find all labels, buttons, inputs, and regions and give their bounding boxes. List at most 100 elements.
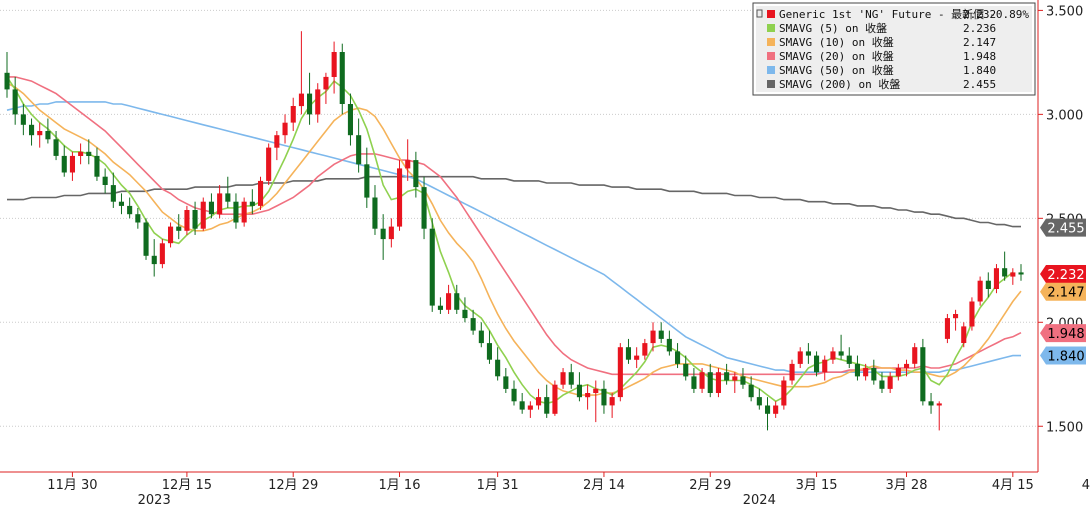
- candle-body: [773, 405, 779, 414]
- candle: [560, 368, 566, 389]
- candle: [781, 376, 787, 410]
- candle: [454, 284, 460, 314]
- candle-body: [405, 160, 411, 169]
- legend-swatch: [767, 66, 775, 74]
- legend-value: 2.455: [963, 78, 996, 91]
- price-badge-shape: [1040, 265, 1086, 284]
- candle-body: [822, 359, 828, 373]
- candle: [1018, 264, 1024, 281]
- legend-label: Generic 1st 'NG' Future - 最新價: [779, 7, 984, 21]
- x-tick-label: 12月 29: [268, 478, 318, 493]
- candle-body: [593, 388, 599, 393]
- x-tick-label: 3月 15: [796, 478, 838, 493]
- candle-body: [135, 214, 141, 223]
- candle: [388, 218, 394, 248]
- candle: [511, 380, 517, 406]
- candle-body: [854, 363, 860, 377]
- candle: [290, 97, 296, 131]
- candle-body: [527, 405, 533, 410]
- candle: [503, 368, 509, 393]
- candle: [135, 207, 141, 229]
- legend-label: SMAVG (20) on 收盤: [779, 49, 894, 63]
- candle: [364, 147, 370, 208]
- price-badge-value: 2.455: [1047, 222, 1084, 237]
- candle-body: [666, 338, 672, 352]
- candle-body: [413, 160, 419, 188]
- y-tick-label: 3.000: [1046, 108, 1083, 123]
- candle-body: [200, 201, 206, 229]
- candle-body: [94, 155, 100, 177]
- candle-body: [372, 197, 378, 229]
- candle-body: [585, 393, 591, 398]
- candle: [985, 272, 991, 298]
- candle-body: [985, 280, 991, 289]
- candle-body: [421, 187, 427, 229]
- candle: [953, 309, 959, 331]
- x-tick-label: 2月 29: [689, 478, 731, 493]
- candle-body: [86, 151, 92, 156]
- legend-label: SMAVG (50) on 收盤: [779, 63, 894, 77]
- candlestick-series: [4, 31, 1024, 431]
- candle: [168, 222, 174, 248]
- candle: [380, 214, 386, 260]
- price-badge-value: 1.948: [1047, 327, 1084, 342]
- candle-body: [397, 168, 403, 227]
- candle-body: [53, 139, 59, 156]
- candle-body: [437, 305, 443, 310]
- candle-body: [568, 372, 574, 385]
- candle-body: [258, 180, 264, 206]
- sma20-line: [7, 76, 1022, 376]
- candle: [601, 380, 607, 414]
- candle-body: [102, 176, 108, 185]
- candle: [208, 193, 214, 219]
- candle-body: [977, 280, 983, 302]
- candle: [37, 122, 43, 148]
- candle-body: [887, 376, 893, 389]
- sma10-line: [6, 82, 1022, 396]
- candle: [773, 401, 779, 418]
- candle: [683, 355, 689, 381]
- candle: [519, 392, 525, 414]
- candle: [437, 297, 443, 314]
- candle: [298, 31, 304, 115]
- candle: [944, 313, 950, 344]
- candle: [118, 193, 124, 215]
- candle: [1010, 268, 1016, 285]
- candle: [159, 239, 165, 269]
- candle: [871, 359, 877, 385]
- candle: [94, 147, 100, 181]
- candle: [748, 376, 754, 402]
- candle-body: [45, 131, 51, 140]
- candle-body: [331, 52, 337, 77]
- x-tick-label: 4月 30: [1082, 478, 1090, 493]
- candle: [879, 372, 885, 393]
- candle-body: [176, 226, 182, 231]
- candle: [658, 322, 664, 344]
- sma5-line: [6, 76, 1014, 405]
- candle-body: [691, 376, 697, 389]
- price-badge-sma50: 1.840: [1040, 346, 1086, 365]
- candle-body: [388, 226, 394, 240]
- candle-body: [838, 351, 844, 356]
- candle-body: [151, 255, 157, 265]
- candle-body: [356, 135, 362, 165]
- candle-body: [519, 401, 525, 410]
- candle-body: [895, 368, 901, 377]
- candle: [274, 130, 280, 161]
- candle-body: [454, 293, 460, 310]
- candle-body: [110, 185, 116, 202]
- price-badge-value: 2.232: [1047, 268, 1084, 283]
- candle-body: [953, 314, 959, 319]
- candle: [233, 193, 239, 229]
- candle: [691, 368, 697, 393]
- candle: [315, 83, 321, 123]
- candle: [993, 264, 999, 294]
- candle: [544, 384, 550, 418]
- candle-body: [805, 351, 811, 356]
- x-tick-label: 2月 14: [583, 478, 625, 493]
- candle-body: [1018, 272, 1024, 275]
- candle: [666, 330, 672, 356]
- candle: [53, 130, 59, 161]
- candle-body: [928, 401, 934, 406]
- candle: [110, 172, 116, 208]
